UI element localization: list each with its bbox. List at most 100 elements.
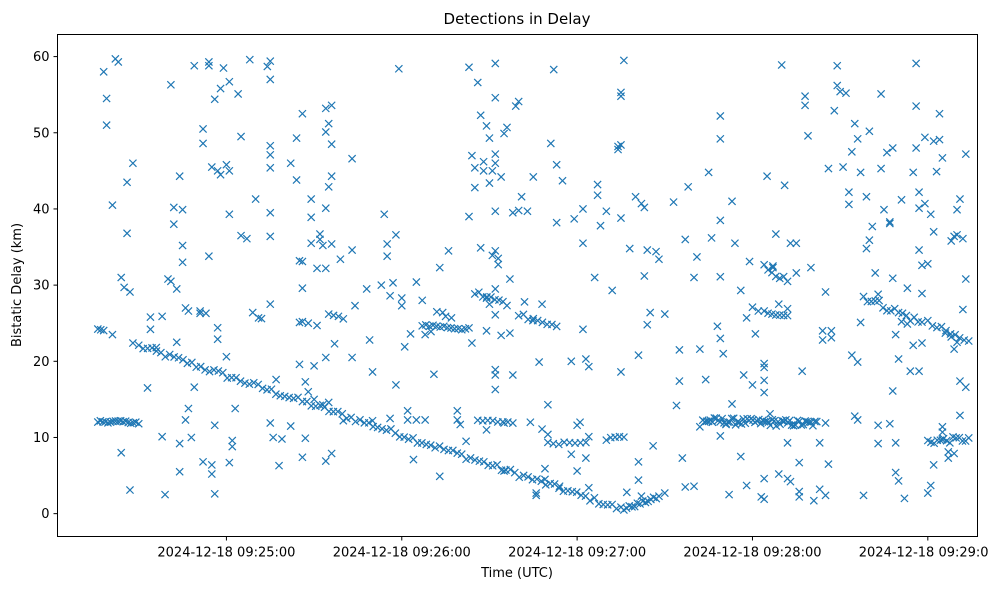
data-point-marker	[768, 262, 777, 271]
data-point-marker	[378, 424, 387, 433]
data-point-marker	[488, 251, 497, 260]
data-point-marker	[874, 439, 883, 448]
data-point-marker	[258, 384, 267, 393]
data-point-marker	[704, 168, 713, 177]
data-point-marker	[327, 449, 336, 458]
data-point-marker	[207, 470, 216, 479]
data-point-marker	[295, 256, 304, 265]
data-point-marker	[915, 246, 924, 255]
data-point-marker	[830, 106, 839, 115]
data-point-marker	[271, 390, 280, 399]
data-point-marker	[538, 300, 547, 309]
data-point-marker	[225, 77, 234, 86]
data-point-marker	[476, 111, 485, 120]
data-point-marker	[485, 134, 494, 143]
data-point-marker	[777, 60, 786, 69]
data-point-marker	[552, 322, 561, 331]
data-point-marker	[801, 101, 810, 110]
data-point-marker	[391, 230, 400, 239]
data-point-marker	[351, 417, 360, 426]
data-point-marker	[675, 377, 684, 386]
data-point-marker	[856, 168, 865, 177]
data-point-marker	[178, 241, 187, 250]
data-point-marker	[707, 233, 716, 242]
data-point-marker	[572, 488, 581, 497]
data-point-marker	[780, 181, 789, 190]
data-point-marker	[803, 131, 813, 140]
data-point-marker	[891, 468, 900, 477]
data-point-marker	[236, 377, 245, 386]
data-point-marker	[165, 350, 174, 359]
data-point-marker	[482, 425, 491, 434]
data-point-marker	[821, 287, 830, 296]
data-point-marker	[266, 300, 275, 309]
data-point-marker	[900, 494, 909, 503]
data-point-marker	[172, 284, 181, 293]
data-point-marker	[850, 119, 859, 128]
data-point-marker	[634, 476, 643, 485]
data-point-marker	[245, 380, 254, 389]
data-point-marker	[310, 361, 319, 370]
data-point-marker	[321, 204, 330, 213]
data-point-marker	[760, 376, 769, 385]
data-point-marker	[625, 244, 634, 253]
data-point-marker	[882, 148, 891, 157]
data-point-marker	[853, 415, 862, 424]
data-point-marker	[508, 419, 517, 428]
data-point-marker	[637, 492, 646, 501]
data-point-marker	[701, 375, 710, 384]
data-point-marker	[491, 310, 500, 319]
data-point-marker	[505, 275, 514, 284]
data-point-marker	[266, 57, 275, 66]
data-point-marker	[917, 338, 926, 348]
data-point-marker	[841, 89, 851, 98]
data-point-marker	[640, 203, 649, 212]
data-point-marker	[93, 325, 102, 334]
data-point-marker	[123, 178, 132, 187]
data-point-marker	[214, 366, 223, 376]
x-tick-label: 2024-12-18 09:26:00	[333, 546, 471, 561]
data-point-marker	[321, 353, 330, 362]
y-tick-label: 30	[33, 279, 50, 294]
data-point-marker	[355, 415, 364, 424]
data-point-marker	[128, 338, 137, 348]
data-point-marker	[251, 195, 260, 204]
data-point-marker	[660, 489, 669, 498]
data-point-marker	[397, 301, 406, 310]
data-point-marker	[205, 367, 214, 376]
data-point-marker	[652, 247, 661, 256]
data-point-marker	[158, 432, 167, 441]
data-point-marker	[760, 363, 769, 372]
data-point-marker	[827, 333, 836, 342]
data-point-marker	[669, 198, 678, 207]
data-point-marker	[885, 419, 894, 428]
data-point-marker	[470, 183, 479, 192]
data-point-marker	[856, 318, 865, 327]
data-point-marker	[654, 492, 663, 501]
data-point-marker	[839, 163, 848, 172]
y-tick-label: 20	[33, 355, 50, 370]
data-point-marker	[552, 160, 561, 169]
data-point-marker	[125, 287, 135, 296]
data-point-marker	[152, 343, 161, 352]
data-point-marker	[166, 277, 175, 286]
data-point-marker	[263, 62, 272, 71]
data-point-marker	[400, 342, 409, 351]
data-point-marker	[584, 483, 593, 492]
data-point-marker	[491, 207, 500, 216]
data-point-marker	[941, 326, 951, 335]
x-tick-label: 2024-12-18 09:25:00	[157, 546, 295, 561]
data-point-marker	[681, 482, 690, 492]
data-point-marker	[382, 426, 391, 435]
data-point-marker	[874, 421, 883, 430]
data-point-marker	[915, 367, 924, 376]
data-point-marker	[479, 457, 488, 466]
data-point-marker	[348, 154, 357, 163]
data-point-marker	[783, 277, 792, 286]
data-point-marker	[386, 291, 395, 300]
data-point-marker	[517, 192, 526, 201]
data-point-marker	[102, 94, 111, 103]
data-point-marker	[404, 435, 413, 444]
data-point-marker	[266, 163, 275, 172]
data-point-marker	[929, 137, 938, 146]
